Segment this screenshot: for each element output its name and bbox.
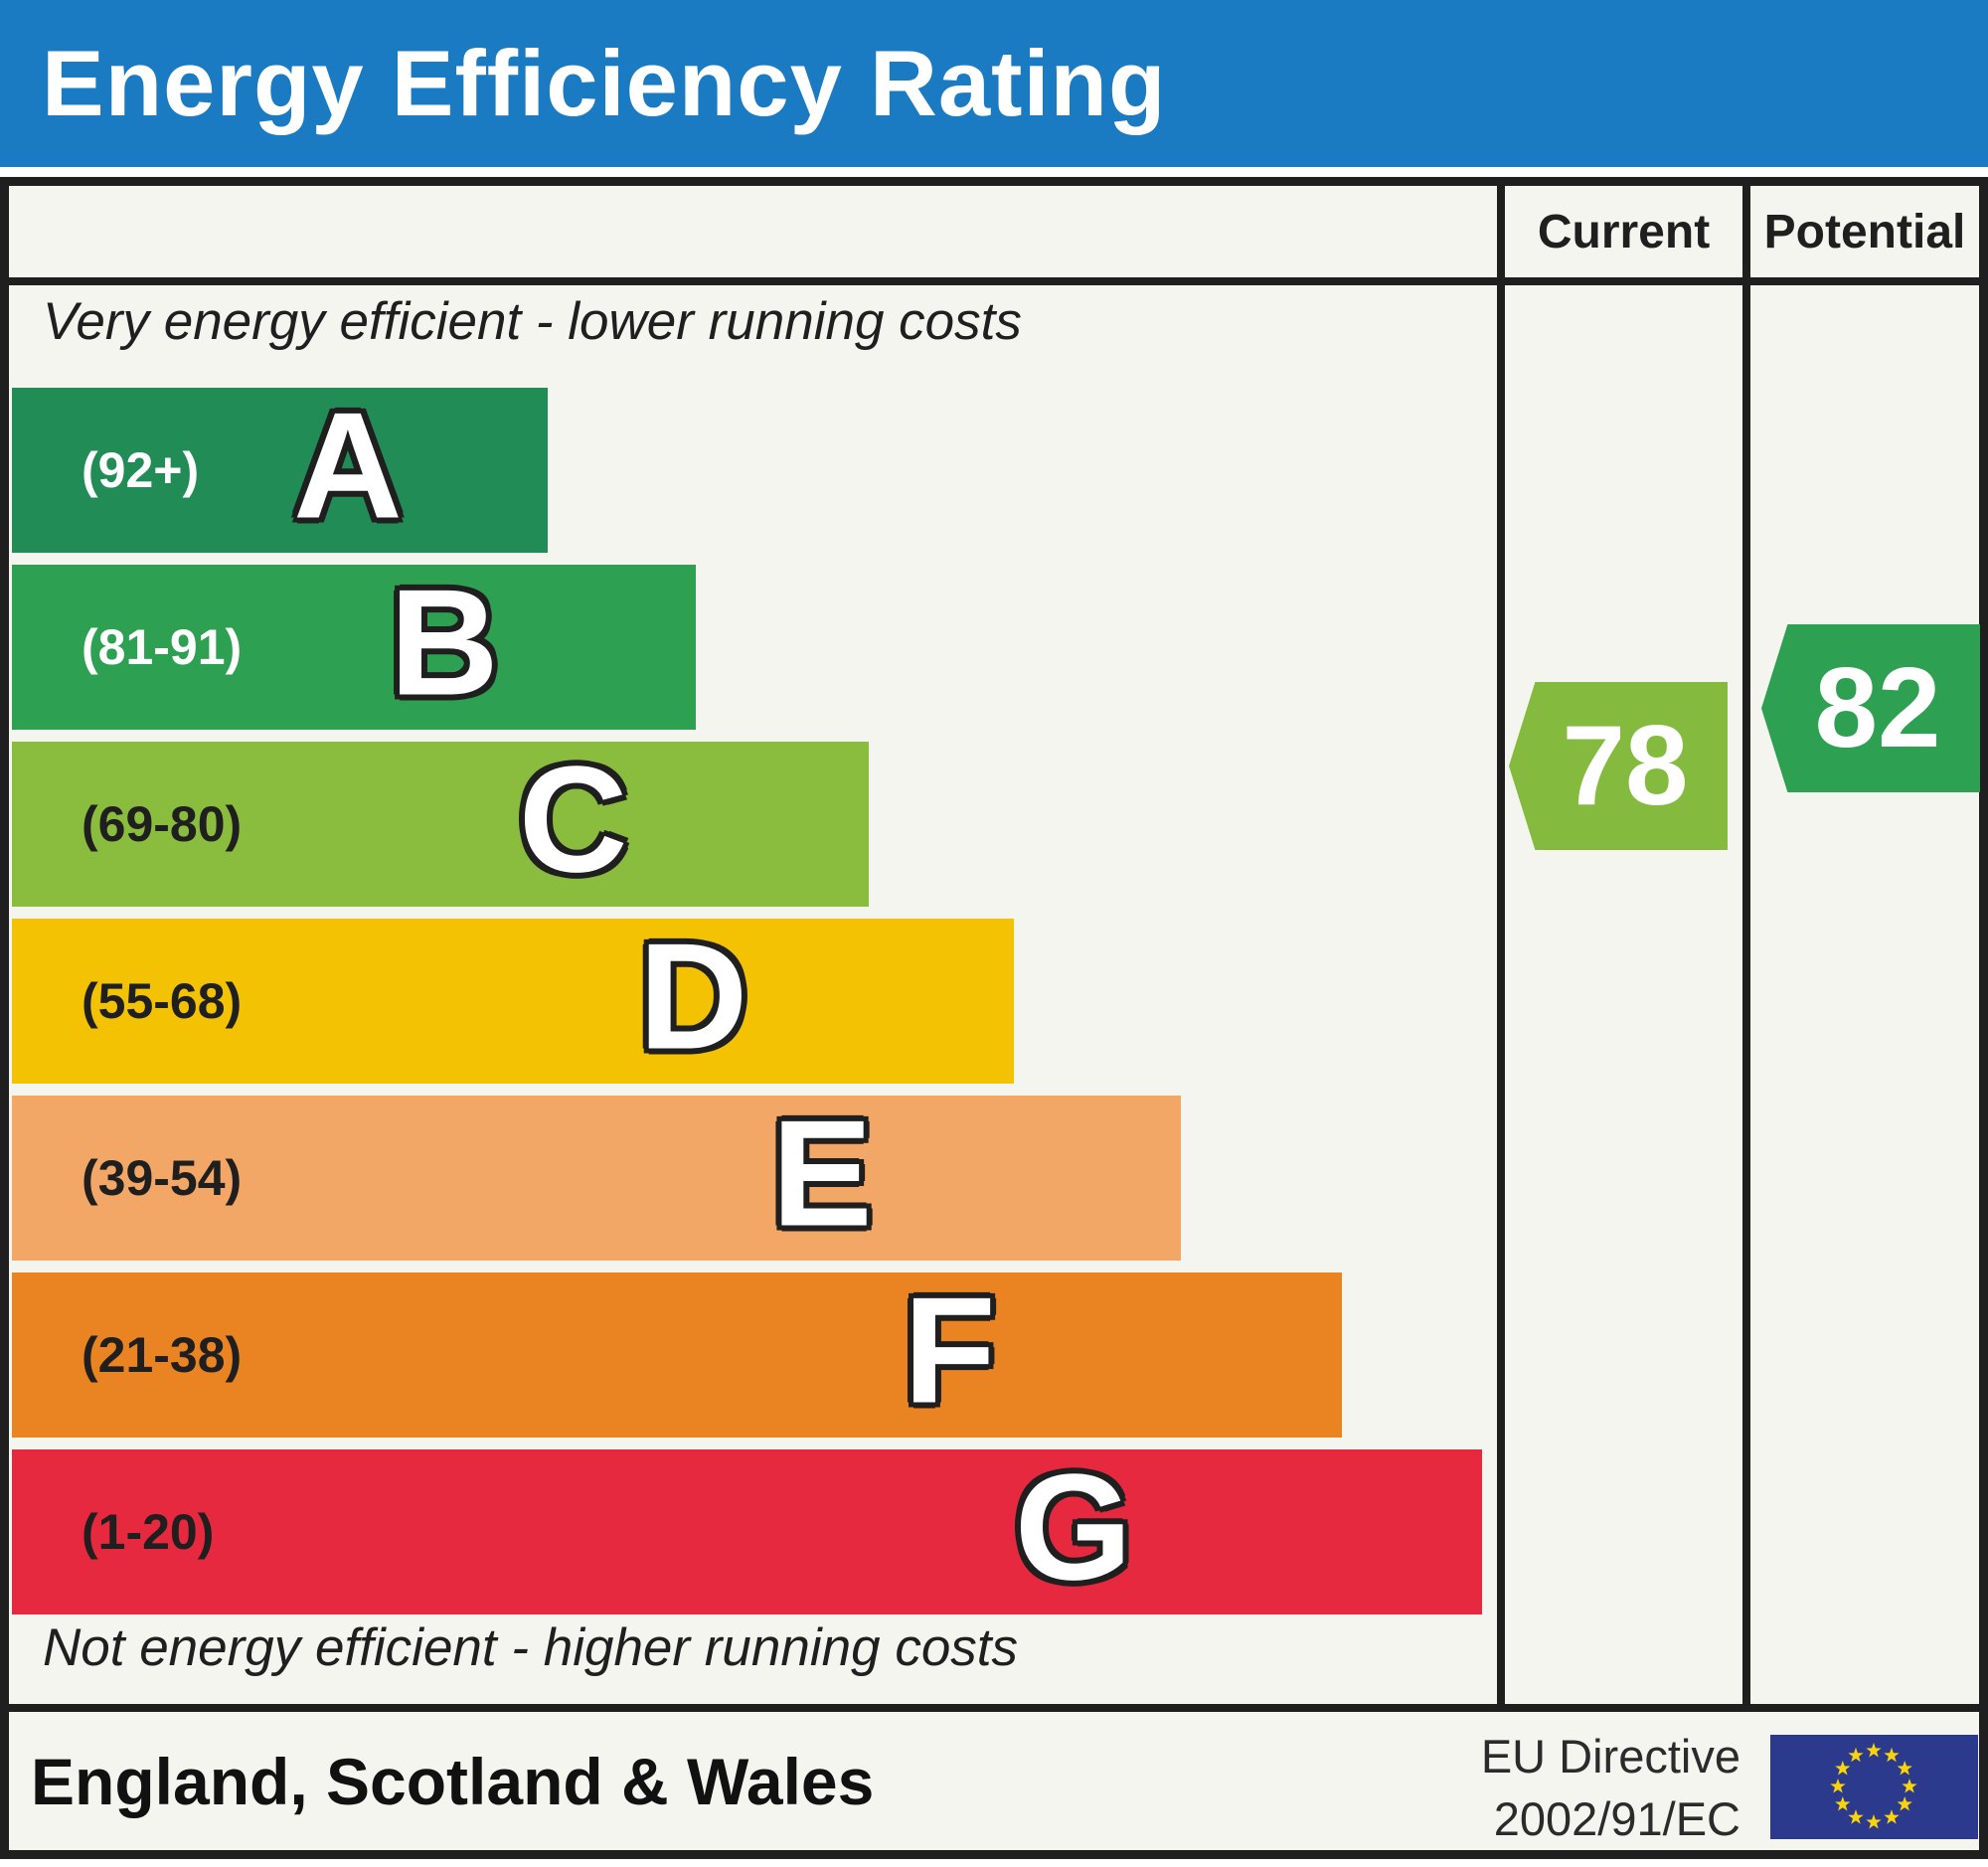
- page-title: Energy Efficiency Rating: [42, 31, 1167, 135]
- current-rating-value: 78: [1562, 703, 1689, 829]
- band-d-letter: D: [638, 912, 748, 1082]
- band-d-range: (55-68): [82, 973, 243, 1029]
- band-a: (92+) A: [12, 388, 548, 553]
- band-c-range: (69-80): [82, 796, 243, 852]
- region-label: England, Scotland & Wales: [31, 1744, 875, 1818]
- band-e-letter: E: [771, 1089, 873, 1259]
- bottom-caption: Not energy efficient - higher running co…: [43, 1618, 1019, 1677]
- eu-directive-line2: 2002/91/EC: [1493, 1792, 1740, 1846]
- current-rating-arrow: 78: [1509, 682, 1728, 850]
- eu-directive-line1: EU Directive: [1480, 1730, 1740, 1782]
- band-f-range: (21-38): [82, 1327, 243, 1383]
- potential-rating-arrow: 82: [1761, 624, 1980, 792]
- band-f-letter: F: [903, 1266, 996, 1436]
- band-e: (39-54) E: [12, 1096, 1181, 1261]
- band-b: (81-91) B: [12, 565, 696, 730]
- band-b-letter: B: [389, 558, 499, 728]
- band-g: (1-20) G: [12, 1449, 1482, 1614]
- band-g-range: (1-20): [82, 1504, 215, 1560]
- band-a-letter: A: [293, 381, 403, 551]
- rating-table: Current Potential Very energy efficient …: [0, 177, 1988, 1859]
- potential-column-header: Potential: [1763, 205, 1966, 258]
- title-bar: Energy Efficiency Rating: [0, 0, 1988, 167]
- eu-directive-label: EU Directive 2002/91/EC: [1481, 1725, 1740, 1851]
- band-a-range: (92+): [82, 442, 200, 498]
- band-f: (21-38) F: [12, 1273, 1342, 1438]
- divider-potential-column: [1742, 186, 1750, 1712]
- band-c: (69-80) C: [12, 742, 869, 907]
- current-column-header: Current: [1537, 205, 1711, 258]
- band-c-letter: C: [518, 735, 628, 905]
- band-d: (55-68) D: [12, 919, 1014, 1084]
- top-caption: Very energy efficient - lower running co…: [43, 292, 1022, 351]
- divider-current-column: [1497, 186, 1505, 1712]
- band-b-range: (81-91): [82, 619, 243, 675]
- header-row-divider: [9, 277, 1979, 285]
- footer-row-divider: [9, 1704, 1979, 1712]
- band-g-letter: G: [1014, 1443, 1132, 1612]
- band-e-range: (39-54): [82, 1150, 243, 1206]
- potential-rating-value: 82: [1814, 645, 1941, 771]
- eu-flag-icon: [1770, 1735, 1978, 1839]
